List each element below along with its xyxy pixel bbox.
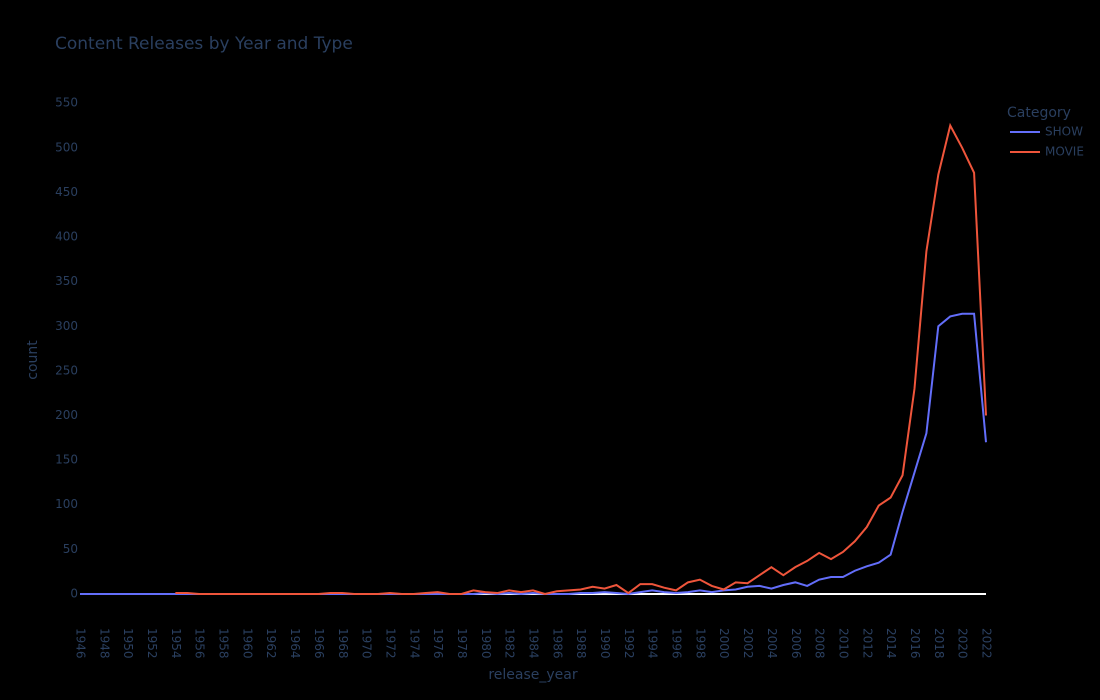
x-tick-label: 2016 <box>908 628 922 659</box>
x-tick-label: 2010 <box>836 628 850 659</box>
x-tick-label: 1994 <box>646 628 660 659</box>
x-tick-label: 1960 <box>240 628 254 659</box>
x-tick-label: 2000 <box>717 628 731 659</box>
x-tick-label: 1964 <box>288 628 302 659</box>
x-tick-label: 1948 <box>97 628 111 659</box>
x-tick-label: 2008 <box>813 628 827 659</box>
x-tick-label: 1946 <box>74 628 88 659</box>
x-tick-label: 1954 <box>169 628 183 659</box>
x-tick-label: 2022 <box>980 628 994 659</box>
y-tick-label: 0 <box>70 586 78 600</box>
x-tick-label: 2002 <box>741 628 755 659</box>
x-tick-label: 1988 <box>574 628 588 659</box>
y-axis-title: count <box>25 340 41 380</box>
x-tick-label: 1978 <box>455 628 469 659</box>
legend-label: MOVIE <box>1045 145 1084 159</box>
series-line <box>80 312 987 595</box>
y-tick-label: 250 <box>55 363 78 377</box>
x-tick-label: 1974 <box>407 628 421 659</box>
x-tick-label: 1992 <box>622 628 636 659</box>
x-tick-label: 1980 <box>479 628 493 659</box>
y-tick-label: 200 <box>55 408 78 422</box>
series-line <box>175 122 987 595</box>
chart-title: Content Releases by Year and Type <box>55 34 353 54</box>
x-tick-label: 1972 <box>383 628 397 659</box>
x-tick-label: 1982 <box>503 628 517 659</box>
x-tick-label: 1990 <box>598 628 612 659</box>
x-tick-label: 1986 <box>550 628 564 659</box>
x-tick-label: 2004 <box>765 628 779 659</box>
x-axis-title: release_year <box>488 667 578 683</box>
x-tick-label: 1976 <box>431 628 445 659</box>
x-tick-label: 1956 <box>193 628 207 659</box>
y-tick-label: 350 <box>55 274 78 288</box>
y-tick-label: 100 <box>55 497 78 511</box>
x-tick-label: 2014 <box>884 628 898 659</box>
x-tick-label: 1984 <box>527 628 541 659</box>
x-tick-label: 1952 <box>145 628 159 659</box>
x-tick-label: 1962 <box>264 628 278 659</box>
x-tick-label: 1970 <box>360 628 374 659</box>
y-tick-label: 450 <box>55 185 78 199</box>
x-tick-label: 1950 <box>121 628 135 659</box>
x-tick-label: 1958 <box>217 628 231 659</box>
y-tick-label: 300 <box>55 319 78 333</box>
legend-label: SHOW <box>1045 125 1083 139</box>
x-tick-label: 1968 <box>336 628 350 659</box>
x-tick-label: 2020 <box>956 628 970 659</box>
y-tick-label: 400 <box>55 230 78 244</box>
x-tick-label: 2006 <box>789 628 803 659</box>
x-tick-label: 1998 <box>693 628 707 659</box>
y-tick-label: 150 <box>55 453 78 467</box>
legend-title: Category <box>1007 105 1071 121</box>
y-tick-label: 500 <box>55 140 78 154</box>
x-tick-label: 2012 <box>860 628 874 659</box>
x-tick-label: 2018 <box>932 628 946 659</box>
x-tick-label: 1966 <box>312 628 326 659</box>
y-tick-label: 550 <box>55 96 78 110</box>
y-tick-label: 50 <box>63 542 78 556</box>
x-tick-label: 1996 <box>670 628 684 659</box>
